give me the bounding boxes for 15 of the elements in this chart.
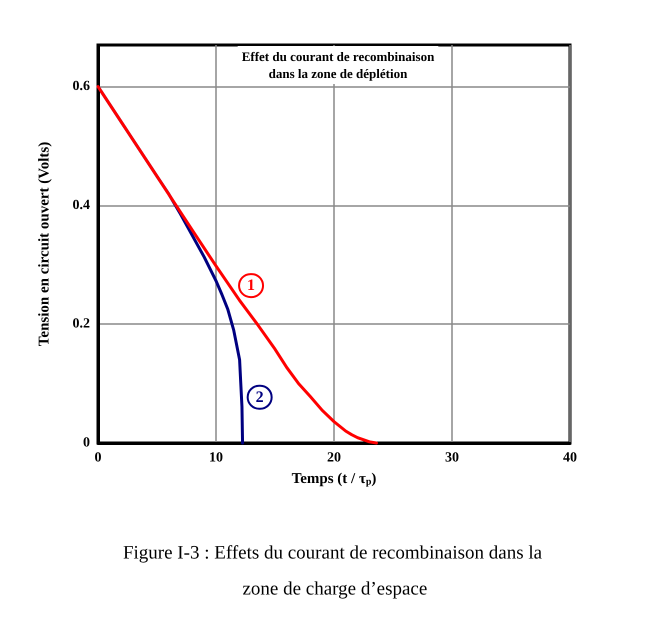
y-tick-label: 0.4 — [72, 198, 90, 213]
y-tick-label: 0.2 — [72, 316, 90, 332]
annotation: 1 — [247, 277, 256, 294]
x-tick-label: 0 — [94, 450, 102, 466]
x-tick-label: 10 — [209, 450, 223, 466]
y-tick-label: 0.6 — [72, 79, 90, 94]
line-series — [96, 85, 378, 444]
annotation: 2 — [256, 388, 264, 406]
y-tick-label: 0 — [83, 436, 90, 450]
text: Figure I-3 : Effets du courant de recombinaison dans la zone de charge d’espace — [122, 542, 543, 600]
text: Effet du courant de recombinaison dans la zone de déplétion — [242, 49, 436, 81]
x-tick-label: 40 — [563, 450, 577, 466]
x-tick-label: 30 — [445, 450, 459, 466]
y-axis-title: Tension en circuit ouvert (Volts) — [36, 142, 52, 346]
x-tick-label: 20 — [327, 450, 341, 466]
